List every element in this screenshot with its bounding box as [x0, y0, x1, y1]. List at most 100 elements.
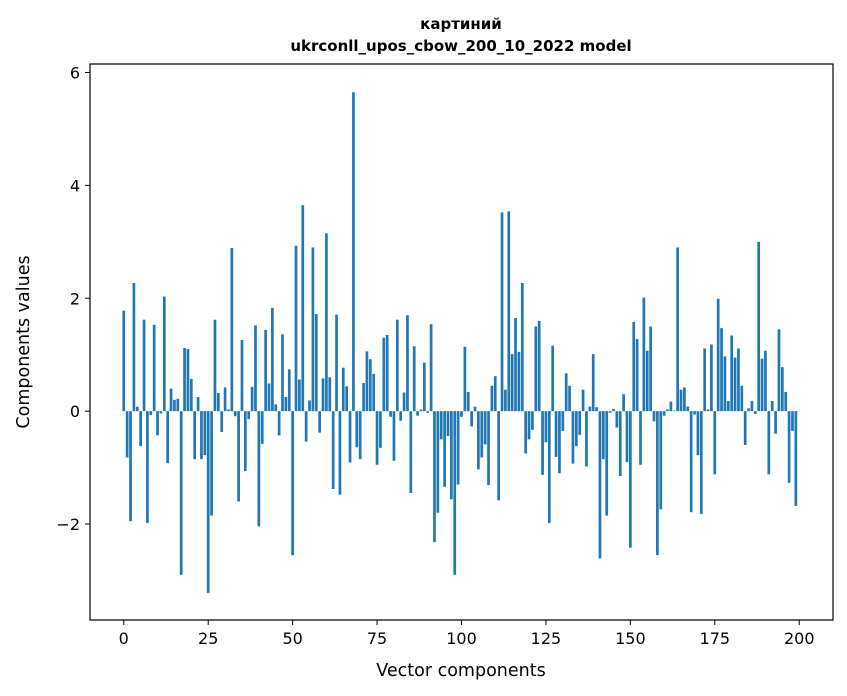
bar-35	[240, 340, 244, 412]
bar-122	[534, 326, 538, 412]
bar-166	[683, 387, 686, 412]
bar-160	[662, 411, 666, 416]
bar-7	[146, 411, 149, 523]
bar-192	[770, 400, 774, 412]
x-tick-label: 75	[367, 629, 387, 648]
bar-184	[743, 411, 747, 446]
bar-178	[723, 356, 727, 412]
bar-53	[301, 205, 305, 412]
bar-78	[385, 334, 389, 412]
bar-169	[693, 411, 696, 415]
bar-31	[227, 409, 230, 412]
bar-108	[487, 411, 490, 486]
bar-27	[213, 319, 217, 412]
bar-190	[764, 350, 767, 412]
bar-128	[554, 411, 558, 457]
bar-104	[473, 406, 477, 412]
bar-157	[652, 411, 656, 422]
bar-141	[598, 411, 602, 559]
bar-21	[193, 411, 197, 460]
bar-126	[547, 411, 551, 523]
bar-187	[753, 411, 757, 414]
bar-109	[490, 385, 494, 412]
bar-147	[618, 411, 622, 477]
plot-frame	[89, 63, 834, 621]
bar-90	[426, 411, 430, 413]
bar-69	[355, 411, 359, 448]
bar-57	[314, 314, 318, 412]
bar-107	[483, 411, 487, 445]
x-tick-label: 25	[198, 629, 218, 648]
bar-1	[125, 411, 129, 458]
y-axis-label: Components values	[14, 255, 34, 428]
bar-39	[254, 325, 257, 412]
bar-72	[365, 351, 369, 412]
bar-137	[585, 411, 588, 467]
bar-65	[341, 367, 345, 412]
bar-186	[750, 400, 754, 412]
bar-149	[625, 411, 629, 462]
bar-146	[615, 411, 619, 428]
bar-182	[737, 348, 740, 412]
bar-99	[456, 411, 460, 485]
bar-194	[777, 329, 781, 412]
bar-103	[470, 411, 473, 427]
bar-79	[389, 411, 392, 417]
bar-48	[284, 397, 288, 412]
bar-10	[156, 411, 159, 436]
bar-66	[345, 386, 349, 412]
bar-9	[152, 324, 156, 412]
bar-96	[446, 411, 450, 436]
x-tick-label: 150	[615, 629, 646, 648]
bar-73	[368, 359, 372, 412]
bar-34	[237, 411, 240, 502]
bar-63	[335, 314, 338, 412]
bar-13	[166, 411, 170, 464]
y-axis-ticks: −2 0 2 4 6	[56, 63, 90, 534]
bar-148	[622, 394, 625, 412]
bar-89	[423, 362, 426, 412]
bar-91	[429, 324, 433, 412]
bar-110	[493, 376, 497, 412]
bars-group	[122, 92, 798, 593]
bar-70	[358, 411, 362, 460]
bar-129	[558, 411, 561, 474]
bar-37	[247, 411, 251, 420]
bar-25	[206, 411, 210, 593]
bar-50	[291, 411, 294, 556]
bar-181	[733, 357, 737, 412]
bar-33	[233, 411, 237, 417]
bar-118	[520, 283, 524, 412]
bar-161	[666, 409, 669, 412]
bar-46	[277, 411, 281, 436]
bar-196	[784, 391, 788, 412]
bar-77	[382, 337, 386, 412]
bar-98	[453, 411, 457, 575]
bar-197	[787, 411, 791, 483]
bar-150	[629, 411, 632, 548]
bar-165	[679, 389, 683, 412]
bar-179	[726, 400, 730, 412]
bar-64	[338, 411, 342, 495]
bar-19	[186, 349, 190, 412]
bar-123	[537, 320, 541, 412]
x-tick-label: 125	[531, 629, 562, 648]
bar-43	[267, 383, 271, 412]
bar-156	[649, 326, 652, 412]
x-axis-label: Vector components	[376, 661, 545, 681]
bar-133	[571, 411, 575, 464]
bar-8	[149, 411, 153, 416]
bar-112	[500, 212, 504, 412]
bar-113	[504, 389, 507, 412]
bar-15	[173, 399, 176, 412]
x-tick-label: 200	[784, 629, 815, 648]
bar-127	[551, 345, 555, 412]
y-tick-label: 6	[70, 63, 80, 82]
bar-139	[591, 354, 595, 412]
bar-121	[531, 411, 534, 430]
bar-11	[159, 411, 163, 414]
bar-68	[352, 92, 355, 412]
bar-198	[791, 411, 794, 431]
bar-54	[304, 411, 308, 442]
